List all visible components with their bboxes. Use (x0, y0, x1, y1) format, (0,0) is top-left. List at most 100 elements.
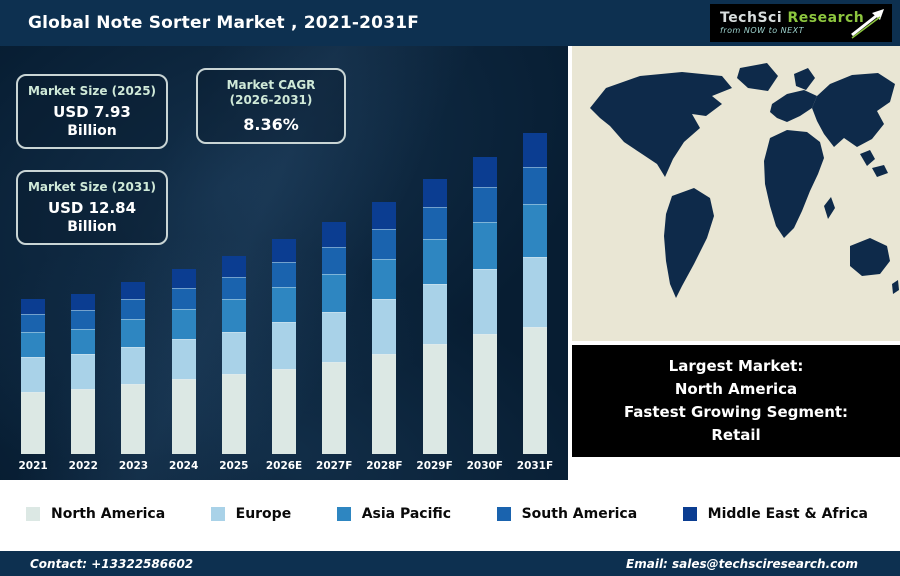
bar-segment-south-america (472, 186, 497, 222)
bar-column-2024: 2024 (159, 133, 209, 474)
bar-stack (221, 255, 246, 454)
brand-name: TechSci Research (720, 9, 865, 26)
bar-column-2026e: 2026E (259, 133, 309, 474)
bar-segment-asia-pacific (121, 319, 146, 347)
stat-label-line2: (2026-2031) (229, 93, 313, 107)
bar-segment-middle-east-africa (272, 239, 297, 262)
bar-segment-asia-pacific (272, 286, 297, 322)
bar-column-2029f: 2029F (410, 133, 460, 474)
bar-segment-middle-east-africa (171, 268, 196, 288)
brand-tagline: from NOW to NEXT (720, 26, 805, 36)
bar-segment-middle-east-africa (522, 133, 547, 167)
region-scandinavia (794, 68, 815, 90)
bar-segment-europe (372, 299, 397, 354)
continent-asia (812, 73, 895, 147)
legend-item-asia-pacific: Asia Pacific (336, 506, 452, 522)
bar-stack (422, 179, 447, 454)
stat-value: USD 12.84 (47, 199, 137, 217)
bar-segment-asia-pacific (171, 309, 196, 339)
fastest-segment-label: Fastest Growing Segment: (623, 403, 849, 421)
bar-segment-asia-pacific (221, 299, 246, 332)
bar-segment-north-america (71, 389, 96, 454)
bar-segment-asia-pacific (21, 331, 46, 357)
largest-market-label: Largest Market: (668, 356, 804, 375)
legend-item-north-america: North America (26, 506, 165, 522)
bar-segment-middle-east-africa (221, 255, 246, 277)
chart-legend: North America Europe Asia Pacific South Ame… (0, 480, 900, 548)
brand-name-part2: Research (782, 9, 865, 26)
x-axis-label: 2025 (219, 460, 249, 472)
bar-segment-south-america (171, 287, 196, 309)
continent-south-america (664, 188, 714, 298)
right-panel: Largest Market: North America Fastest Gr… (572, 46, 900, 480)
x-axis-label: 2024 (169, 460, 199, 472)
x-axis-label: 2028F (366, 460, 403, 472)
bar-segment-south-america (272, 261, 297, 287)
legend-label: South America (521, 506, 638, 522)
bar-column-2028f: 2028F (359, 133, 409, 474)
bar-segment-asia-pacific (522, 204, 547, 257)
bar-column-2027f: 2027F (309, 133, 359, 474)
stat-value: USD 7.93 (53, 103, 131, 121)
bar-segment-asia-pacific (322, 274, 347, 312)
bar-stack (21, 299, 46, 454)
stacked-bar-chart: 2021 2022 2023 2024 2025 2026E 2027F 2028F 2029F… (8, 133, 560, 474)
legend-item-europe: Europe (210, 506, 291, 522)
x-axis-label: 2027F (316, 460, 353, 472)
bar-segment-europe (422, 284, 447, 344)
largest-market-value: North America (674, 379, 798, 398)
bar-segment-europe (322, 311, 347, 362)
bar-column-2023: 2023 (108, 133, 158, 474)
bar-segment-europe (472, 269, 497, 334)
arrow-icon (850, 7, 886, 43)
x-axis-label: 2023 (118, 460, 149, 472)
stat-unit: Billion (67, 123, 117, 139)
page-title: Global Note Sorter Market , 2021-2031F (28, 13, 420, 33)
bar-segment-middle-east-africa (71, 293, 96, 311)
bar-segment-north-america (171, 379, 196, 454)
x-axis-label: 2030F (466, 460, 503, 472)
bar-segment-south-america (422, 206, 447, 239)
continent-africa (764, 130, 824, 238)
bar-segment-south-america (221, 276, 246, 299)
bar-segment-europe (522, 256, 547, 327)
bar-segment-europe (121, 346, 146, 384)
bar-segment-europe (171, 339, 196, 379)
bar-segment-north-america (221, 374, 246, 454)
legend-label: Asia Pacific (361, 506, 452, 522)
legend-label: North America (51, 506, 166, 522)
continent-australia (850, 238, 890, 276)
world-map (572, 46, 900, 341)
x-axis-label: 2026E (265, 460, 303, 472)
stat-unit: Billion (67, 219, 117, 235)
bar-segment-north-america (322, 361, 347, 454)
bar-segment-south-america (71, 310, 96, 329)
bar-stack (71, 293, 96, 454)
bar-segment-europe (272, 321, 297, 369)
bar-segment-middle-east-africa (472, 156, 497, 187)
legend-swatch (26, 507, 40, 521)
x-axis-label: 2031F (516, 460, 554, 472)
bar-segment-north-america (372, 354, 397, 454)
x-axis-label: 2022 (68, 460, 98, 472)
bar-segment-europe (21, 356, 46, 392)
brand-logo: TechSci Research from NOW to NEXT (710, 4, 892, 42)
bar-column-2021: 2021 (8, 133, 58, 474)
region-southeast-asia (860, 150, 875, 166)
bar-segment-europe (221, 331, 246, 374)
bar-column-2022: 2022 (58, 133, 108, 474)
x-axis-label: 2021 (18, 460, 48, 472)
island-new-zealand (892, 280, 899, 294)
legend-item-middle-east-africa: Middle East & Africa (682, 506, 868, 522)
continent-europe (770, 90, 817, 122)
legend-label: Middle East & Africa (707, 506, 868, 522)
bar-segment-north-america (121, 384, 146, 454)
fastest-segment-value: Retail (711, 426, 761, 445)
bar-segment-asia-pacific (472, 221, 497, 269)
bar-stack (372, 201, 397, 454)
continent-north-america (590, 72, 732, 177)
bar-segment-north-america (21, 391, 46, 454)
bar-segment-middle-east-africa (121, 281, 146, 299)
stat-box-market-size-2031: Market Size (2031) USD 12.84 Billion (16, 170, 168, 245)
